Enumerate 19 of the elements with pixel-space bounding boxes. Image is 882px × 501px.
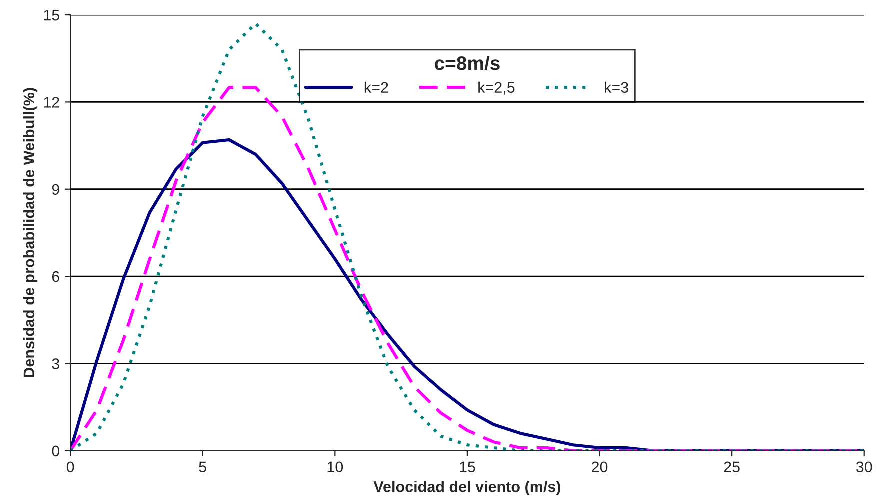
x-axis-title: Velocidad del viento (m/s) bbox=[374, 481, 561, 496]
x-tick-label: 15 bbox=[460, 462, 476, 473]
x-tick-label: 5 bbox=[199, 462, 206, 473]
y-tick-label: 12 bbox=[44, 97, 60, 108]
x-tick-label: 30 bbox=[856, 462, 872, 473]
legend-title: c=8m/s bbox=[434, 56, 500, 71]
legend-label: k=3 bbox=[605, 82, 628, 94]
y-tick-label: 9 bbox=[52, 184, 60, 196]
y-axis-title: Densidad de probabilidad de Weibull(%) bbox=[23, 88, 38, 378]
x-tick-label: 25 bbox=[724, 462, 740, 473]
y-tick-label: 15 bbox=[44, 10, 60, 21]
x-tick-label: 0 bbox=[66, 462, 74, 473]
y-tick-label: 3 bbox=[52, 358, 60, 370]
legend-label: k=2,5 bbox=[478, 82, 515, 95]
x-tick-label: 10 bbox=[328, 462, 344, 473]
y-tick-label: 0 bbox=[52, 446, 60, 457]
x-tick-label: 20 bbox=[592, 462, 608, 473]
legend-label: k=2 bbox=[364, 82, 388, 93]
y-tick-label: 6 bbox=[52, 271, 60, 282]
